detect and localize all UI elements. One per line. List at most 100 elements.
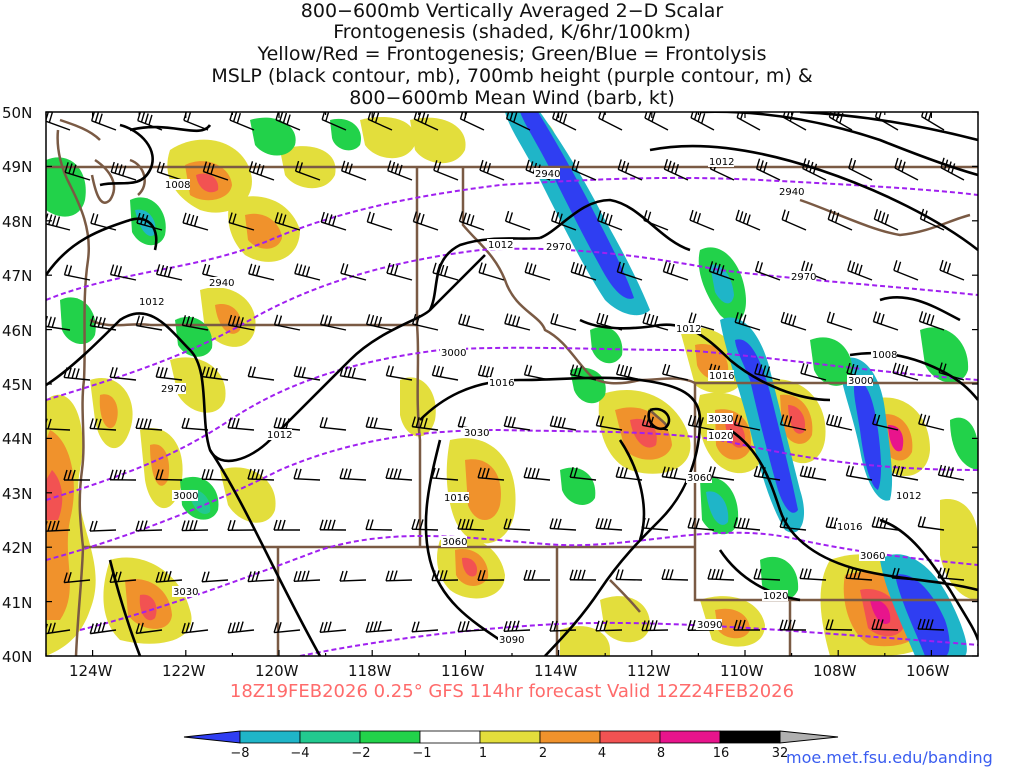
wind-barb-flag (700, 113, 706, 124)
wind-barb (829, 116, 853, 131)
title-line-2: Frontogenesis (shaded, K/6hr/100km) (333, 21, 691, 43)
wind-barb-flag (319, 519, 324, 530)
wind-barb-flag (663, 158, 669, 170)
wind-barb-flag (323, 315, 329, 326)
wind-barb-flag (68, 163, 73, 174)
wind-barb-flag (301, 367, 306, 378)
wind-barb-flag (431, 570, 436, 581)
wind-barb-flag (256, 163, 261, 175)
lat-label-45n: 45N (2, 376, 33, 394)
wind-barb-flag (139, 622, 144, 634)
wind-barb (893, 269, 919, 281)
wind-barb-flag (757, 466, 762, 477)
wind-barb-flag (532, 264, 537, 275)
title-line-4: MSLP (black contour, mb), 700mb height (… (211, 65, 813, 87)
colorbar-bin (659, 730, 721, 744)
lat-label-46n: 46N (2, 322, 33, 340)
wind-barb-flag (557, 416, 562, 428)
wind-barb-flag (260, 165, 265, 176)
wind-barb-flag (458, 313, 463, 325)
wind-barb-flag (389, 570, 394, 581)
mslp-label: 1012 (896, 491, 921, 502)
wind-barb-flag (895, 568, 900, 579)
wind-barb-flag (662, 363, 667, 375)
wind-barb-flag (765, 366, 771, 377)
wind-barb-flag (649, 416, 654, 427)
wind-barb-flag (875, 516, 880, 528)
wind-barb-flag (319, 314, 325, 325)
wind-barb-flag (205, 571, 210, 582)
colorbar-high-arrow (779, 730, 839, 744)
wind-barb-flag (48, 112, 54, 123)
wind-barb-flag (858, 264, 863, 276)
height-label: 3000 (848, 376, 873, 387)
wind-barb-flag (921, 618, 926, 630)
wind-barb-flag (63, 367, 68, 378)
wind-barb-flag (711, 568, 716, 580)
wind-barb (940, 167, 965, 181)
wind-barb-flag (504, 313, 509, 324)
wind-barb-flag (282, 112, 288, 124)
wind-barb-flag (783, 619, 788, 630)
wind-barb-flag (643, 210, 648, 221)
wind-barb (505, 220, 531, 231)
wind-barb-flag (373, 315, 379, 327)
wind-barb-flag (531, 569, 536, 581)
wind-barb-flag (569, 466, 574, 478)
wind-barb-flag (424, 113, 429, 125)
wind-barb-flag (851, 159, 857, 171)
wind-barb-flag (323, 417, 328, 428)
wind-barb-flag (695, 518, 700, 529)
wind-barb-flag (339, 468, 344, 479)
wind-barb-flag (415, 314, 421, 326)
wind-barb-flag (742, 314, 747, 325)
wind-barb-flag (779, 516, 784, 528)
colorbar-bin (719, 730, 781, 744)
wind-barb-flag (552, 112, 556, 119)
wind-barb-flag (277, 621, 282, 633)
height-label: 3090 (499, 635, 524, 646)
wind-barb-flag (527, 569, 532, 581)
wind-barb-flag (917, 618, 922, 630)
wind-barb-flag (251, 571, 256, 582)
wind-barb-flag (67, 265, 73, 276)
wind-barb-flag (51, 317, 56, 328)
wind-barb (709, 270, 735, 281)
colorbar-label: 8 (656, 746, 666, 761)
wind-barb (413, 220, 439, 231)
wind-barb (91, 120, 117, 131)
colorbar-bin (419, 730, 481, 744)
wind-barb-flag (443, 570, 448, 581)
wind-barb (524, 271, 551, 281)
wind-barb-flag (753, 465, 758, 477)
wind-barb-flag (527, 467, 532, 479)
wind-barb (460, 118, 485, 131)
wind-barb-flag (185, 622, 190, 633)
wind-barb-flag (753, 568, 758, 579)
wind-barb-flag (440, 264, 445, 276)
wind-barb-flag (645, 415, 651, 427)
wind-barb-flag (365, 314, 371, 325)
wind-barb-flag (64, 162, 69, 173)
credit-link[interactable]: moe.met.fsu.edu/banding (786, 748, 993, 767)
wind-barb-flag (255, 265, 261, 276)
wind-barb-flag (385, 365, 391, 376)
wind-barb-flag (712, 262, 717, 273)
wind-barb-flag (189, 621, 194, 633)
wind-barb-flag (739, 211, 744, 222)
wind-barb-flag (63, 469, 68, 481)
wind-barb-flag (298, 162, 304, 173)
wind-barb-flag (369, 519, 374, 530)
wind-barb-flag (503, 518, 508, 529)
wind-barb-flag (477, 467, 482, 478)
wind-barb-flag (411, 519, 416, 530)
wind-barb-flag (89, 315, 95, 327)
wind-barb (782, 116, 807, 131)
wind-barb (827, 218, 853, 231)
wind-barb-flag (465, 620, 470, 632)
wind-barb-flag (515, 316, 521, 327)
wind-barb-flag (733, 414, 739, 426)
wind-barb-flag (857, 568, 862, 580)
wind-barb-flag (443, 265, 449, 277)
